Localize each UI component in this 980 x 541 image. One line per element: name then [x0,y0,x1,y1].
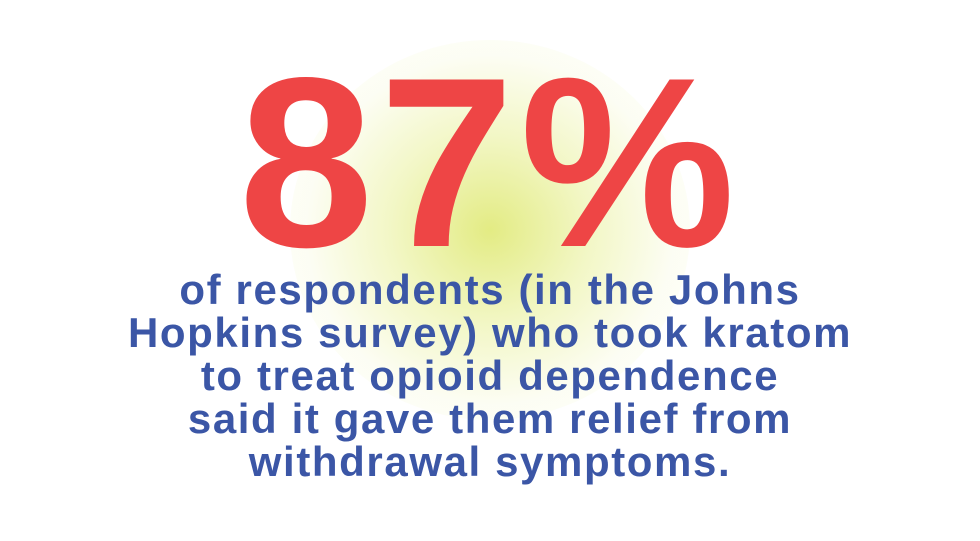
description-line: Hopkins survey) who took kratom [127,309,853,356]
description-line: withdrawal symptoms. [248,438,732,485]
statistic-description: of respondents (in the Johns Hopkins sur… [0,268,980,483]
statistic-value: 87% [238,28,742,298]
description-line: of respondents (in the Johns [179,266,801,313]
background-glow [290,40,690,420]
description-line: to treat opioid dependence [200,352,780,399]
description-line: said it gave them relief from [187,395,793,442]
